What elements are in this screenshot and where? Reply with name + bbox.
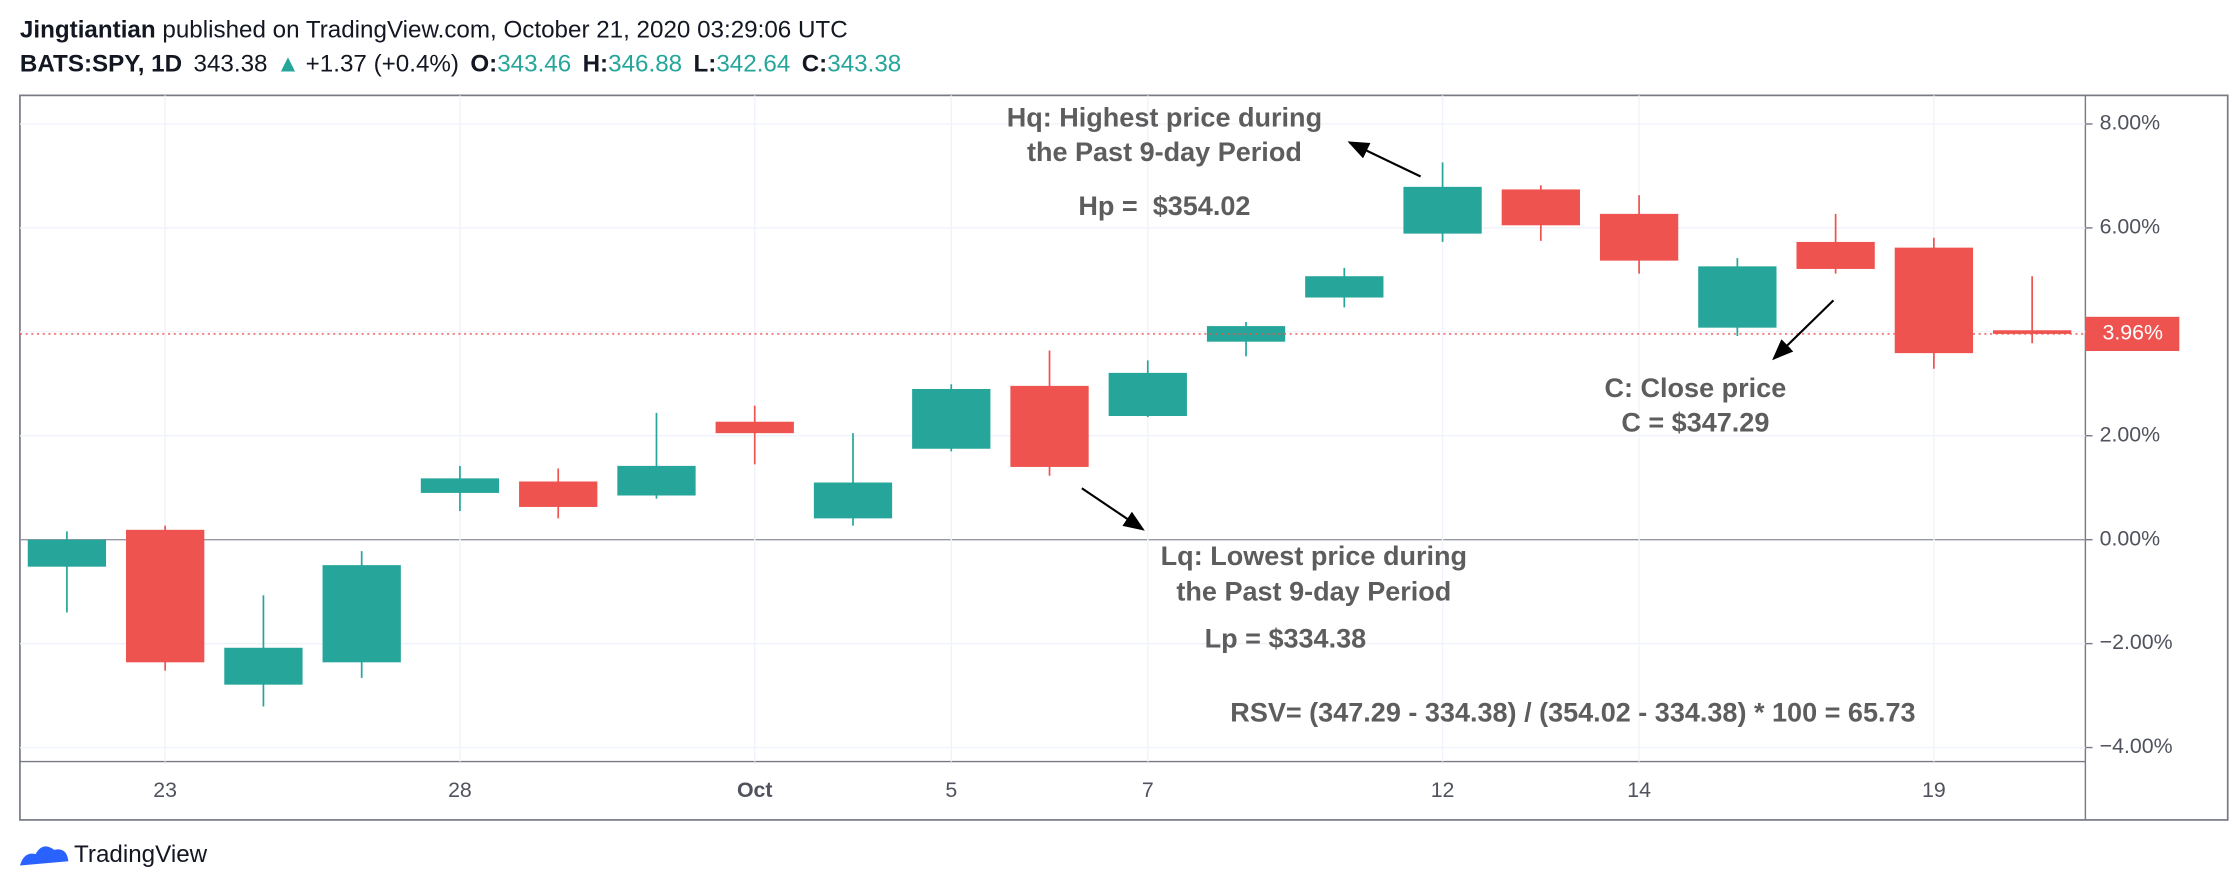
- h-label: H:: [583, 51, 609, 78]
- candle-body: [715, 421, 794, 434]
- candle-body: [224, 647, 303, 685]
- brand: TradingView: [74, 841, 208, 868]
- annotation: RSV= (347.29 - 334.38) / (354.02 - 334.3…: [1230, 698, 1915, 728]
- annotation: Lp = $334.38: [1205, 624, 1367, 654]
- annotation: Hp = $354.02: [1078, 191, 1250, 221]
- annotation: the Past 9-day Period: [1176, 577, 1451, 607]
- x-tick-label: 7: [1142, 778, 1154, 802]
- x-tick-label: 28: [448, 778, 472, 802]
- candle-body: [126, 529, 205, 663]
- author: Jingtiantian: [20, 17, 156, 44]
- c-label: C:: [802, 51, 828, 78]
- header-line: Jingtiantian published on TradingView.co…: [20, 17, 848, 44]
- symbol-line: BATS:SPY, 1D 343.38 ▲ +1.37 (+0.4%) O:343.46…: [20, 51, 901, 78]
- annotation: C = $347.29: [1621, 407, 1769, 437]
- candle-body: [420, 478, 500, 493]
- candle-body: [1599, 213, 1679, 261]
- y-tick-label: 2.00%: [2100, 422, 2161, 446]
- candle-body: [1108, 372, 1187, 417]
- logo: TradingView: [19, 841, 208, 868]
- h-value: 346.88: [608, 51, 682, 78]
- x-tick-label: Oct: [737, 778, 773, 802]
- candle-body: [1305, 276, 1384, 298]
- candle-body: [1796, 241, 1875, 269]
- candle-body: [27, 539, 107, 567]
- annotation: C: Close price: [1604, 373, 1786, 403]
- candle-body: [1010, 385, 1089, 467]
- x-tick-label: 12: [1431, 778, 1455, 802]
- price: 343.38: [194, 51, 268, 78]
- o-label: O:: [470, 51, 497, 78]
- logo-icon: [19, 846, 69, 866]
- last-price-label: 3.96%: [2102, 321, 2163, 345]
- candle-body: [1894, 247, 1974, 354]
- annotation: Lq: Lowest price during: [1161, 541, 1467, 571]
- y-tick-label: 0.00%: [2100, 526, 2161, 550]
- annotation: the Past 9-day Period: [1027, 137, 1302, 167]
- y-tick-label: −4.00%: [2100, 734, 2173, 758]
- c-value: 343.38: [827, 51, 901, 78]
- last-price-box: [2085, 316, 2180, 351]
- l-value: 342.64: [716, 51, 790, 78]
- annotation: Hq: Highest price during: [1007, 103, 1322, 133]
- arrow: [1347, 141, 1422, 178]
- candle-body: [1501, 189, 1580, 226]
- candle-body: [322, 565, 401, 663]
- change: +1.37 (+0.4%): [306, 51, 459, 78]
- chart-frame: [19, 94, 2229, 821]
- candle-body: [1403, 186, 1482, 234]
- arrow: [1772, 299, 1835, 361]
- candle-body: [813, 482, 893, 519]
- published: published on TradingView.com, October 21…: [156, 17, 848, 44]
- arrow: [1081, 487, 1145, 531]
- x-tick-label: 14: [1627, 778, 1651, 802]
- candle-body: [617, 465, 696, 496]
- y-tick-label: −2.00%: [2100, 630, 2173, 654]
- x-tick-label: 23: [153, 778, 177, 802]
- candle-body: [912, 388, 991, 449]
- up-icon: ▲: [276, 51, 300, 78]
- l-label: L:: [694, 51, 717, 78]
- y-tick-label: 6.00%: [2100, 215, 2161, 239]
- plot: −4.00%−2.00%0.00%2.00%4.00%6.00%8.00%232…: [19, 95, 2180, 802]
- candle-body: [1698, 266, 1777, 328]
- candle-body: [1992, 330, 2072, 334]
- x-tick-label: 5: [945, 778, 957, 802]
- candle-body: [519, 481, 598, 507]
- y-tick-label: 8.00%: [2100, 111, 2161, 135]
- symbol: BATS:SPY, 1D: [20, 51, 182, 78]
- o-value: 343.46: [497, 51, 571, 78]
- x-tick-label: 19: [1922, 778, 1946, 802]
